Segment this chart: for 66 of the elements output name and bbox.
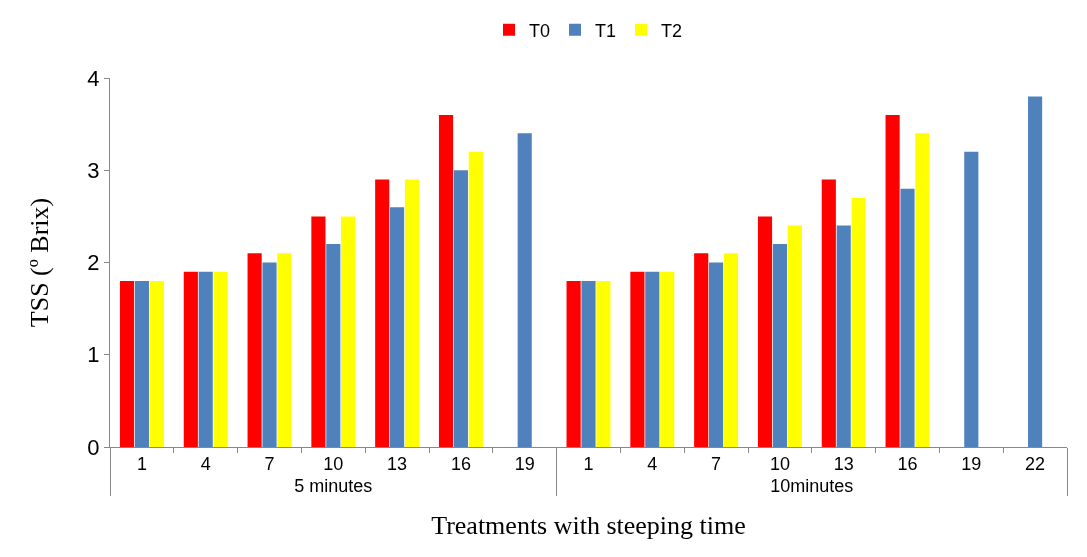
bar (821, 179, 836, 447)
text: 10minutes (770, 475, 854, 496)
x-axis-title: Treatments with steeping time (431, 511, 746, 541)
bar (134, 280, 149, 447)
bar (964, 151, 979, 447)
x-tick-label: 19 (514, 453, 535, 474)
bar (581, 280, 596, 447)
x-tick-label: 10 (323, 453, 344, 474)
bar (341, 216, 356, 447)
x-tick-label: 13 (833, 453, 854, 474)
bar (787, 225, 802, 447)
bar (596, 280, 611, 447)
bar (885, 114, 900, 447)
bar (566, 280, 581, 447)
y-axis-title: TSS (º Brix) (25, 197, 54, 328)
legend-label: T2 (661, 20, 683, 41)
bar (390, 207, 405, 447)
bar (468, 151, 483, 447)
x-tick-label: 4 (647, 453, 658, 474)
bar (772, 244, 787, 447)
x-tick-label: 13 (387, 453, 408, 474)
bar (630, 271, 645, 447)
bar (247, 253, 262, 447)
bar (119, 280, 135, 447)
y-tick-label: 4 (87, 65, 100, 91)
y-tick-label: 3 (87, 157, 100, 183)
bar (900, 188, 915, 447)
y-tick-label: 2 (87, 250, 100, 276)
x-tick-label: 1 (136, 453, 147, 474)
bar (709, 262, 724, 447)
bar (517, 133, 532, 447)
bar (1028, 96, 1043, 447)
bar (262, 262, 277, 447)
bar (453, 170, 468, 447)
bar (694, 253, 709, 447)
x-tick-label: 7 (711, 453, 722, 474)
bar (645, 271, 660, 447)
bar (404, 179, 420, 447)
y-tick-label: 1 (87, 342, 100, 368)
bar (183, 271, 198, 447)
x-tick-label: 10 (769, 453, 790, 474)
bar (149, 280, 164, 447)
bar (326, 244, 341, 447)
x-tick-label: 1 (583, 453, 594, 474)
text: 5 minutes (294, 475, 373, 496)
bar (375, 179, 390, 447)
bar (277, 253, 292, 447)
bar (723, 253, 739, 447)
x-tick-label: 7 (264, 453, 275, 474)
x-tick-label: 19 (961, 453, 982, 474)
x-tick-label: 4 (200, 453, 211, 474)
bar (757, 216, 773, 447)
legend-label: T0 (529, 20, 551, 41)
y-tick-label: 0 (87, 434, 100, 460)
bar (660, 271, 675, 447)
bar (213, 271, 228, 447)
bar (311, 216, 326, 447)
bar (438, 114, 454, 447)
x-tick-label: 16 (897, 453, 918, 474)
x-tick-label: 16 (450, 453, 471, 474)
bar (915, 133, 930, 447)
bar (836, 225, 851, 447)
bar (198, 271, 213, 447)
x-tick-label: 22 (1025, 453, 1046, 474)
bar (851, 197, 866, 447)
legend-label: T1 (595, 20, 617, 41)
